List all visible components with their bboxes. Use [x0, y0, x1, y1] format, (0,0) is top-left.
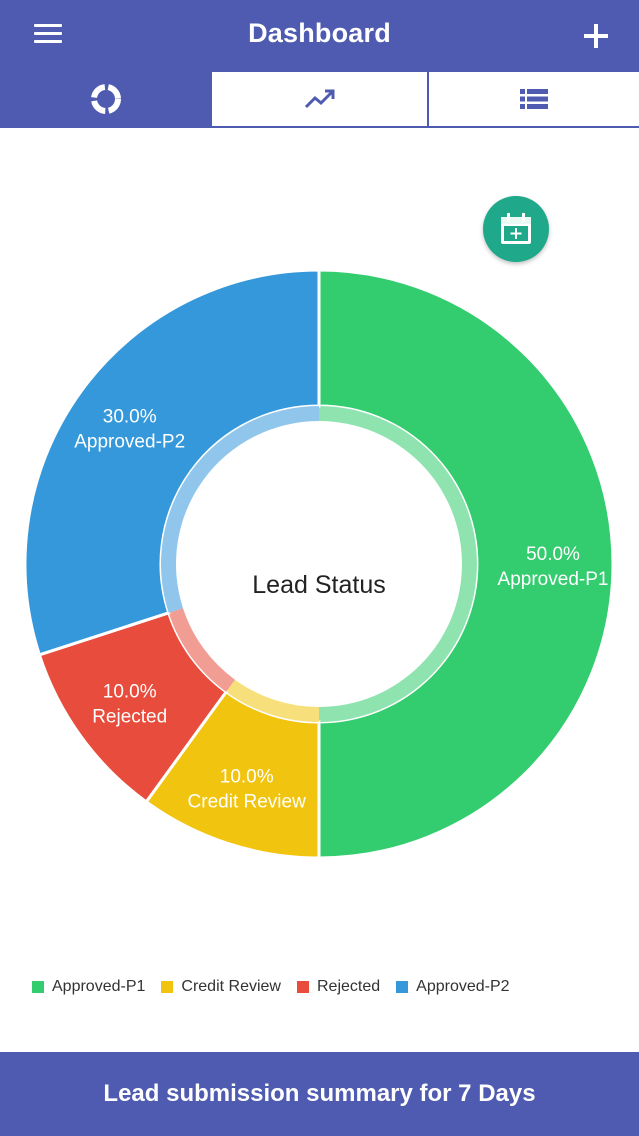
legend-swatch [296, 981, 309, 993]
donut-inner-ring-approved-p1 [319, 406, 477, 722]
slice-label: 50.0% Approved-P1 [498, 544, 609, 590]
chart-center-title: Lead Status [252, 571, 385, 599]
list-icon [520, 89, 548, 109]
plus-icon[interactable] [581, 20, 611, 50]
donut-inner-ring-rejected [168, 608, 235, 692]
slice-category-label: Approved-P1 [498, 569, 609, 590]
legend-item: Approved-P1 [32, 978, 145, 996]
donut-slice-credit-review[interactable] [144, 689, 321, 860]
slice-label: 30.0% Approved-P2 [74, 406, 185, 452]
tab-list[interactable] [427, 70, 639, 128]
legend-label: Approved-P2 [416, 978, 510, 995]
donut-inner-ring-approved-p2 [161, 406, 319, 613]
slice-category-label: Credit Review [188, 792, 307, 813]
summary-footer-button[interactable]: Lead submission summary for 7 Days [0, 1052, 639, 1136]
chart-legend: Approved-P1 Credit Review Rejected Approved… [32, 976, 526, 998]
legend-swatch [161, 981, 174, 993]
donut-slice-approved-p1[interactable] [317, 268, 615, 860]
donut-chart-icon [90, 84, 121, 114]
app-header: Dashboard [0, 0, 639, 70]
slice-label: 10.0% Rejected [92, 682, 167, 728]
legend-item: Rejected [296, 978, 381, 996]
legend-item: Credit Review [161, 978, 281, 996]
donut-slice-approved-p2[interactable] [23, 268, 321, 657]
legend-label: Approved-P1 [52, 978, 146, 995]
legend-label: Rejected [316, 978, 381, 995]
slice-percent-label: 30.0% [103, 406, 157, 427]
legend-item: Approved-P2 [396, 978, 510, 996]
calendar-add-button[interactable] [483, 196, 549, 262]
trending-line-icon [304, 89, 334, 109]
tab-trend[interactable] [211, 70, 427, 128]
donut-inner-ring-credit-review [226, 679, 319, 722]
legend-swatch [396, 981, 409, 993]
slice-percent-label: 50.0% [526, 544, 580, 565]
donut-hole [191, 436, 447, 692]
tab-bar [0, 70, 639, 128]
slice-category-label: Rejected [92, 707, 167, 728]
slice-category-label: Approved-P2 [74, 431, 185, 452]
slice-label: 10.0% Credit Review [188, 767, 307, 813]
slice-percent-label: 10.0% [220, 767, 274, 788]
menu-icon[interactable] [30, 18, 70, 52]
legend-label: Credit Review [181, 978, 281, 995]
donut-slice-rejected[interactable] [37, 610, 229, 804]
legend-swatch [32, 981, 44, 993]
calendar-add-icon [501, 213, 531, 244]
slice-percent-label: 10.0% [103, 682, 157, 703]
tab-chart[interactable] [0, 70, 211, 128]
page-title: Dashboard [248, 18, 391, 48]
